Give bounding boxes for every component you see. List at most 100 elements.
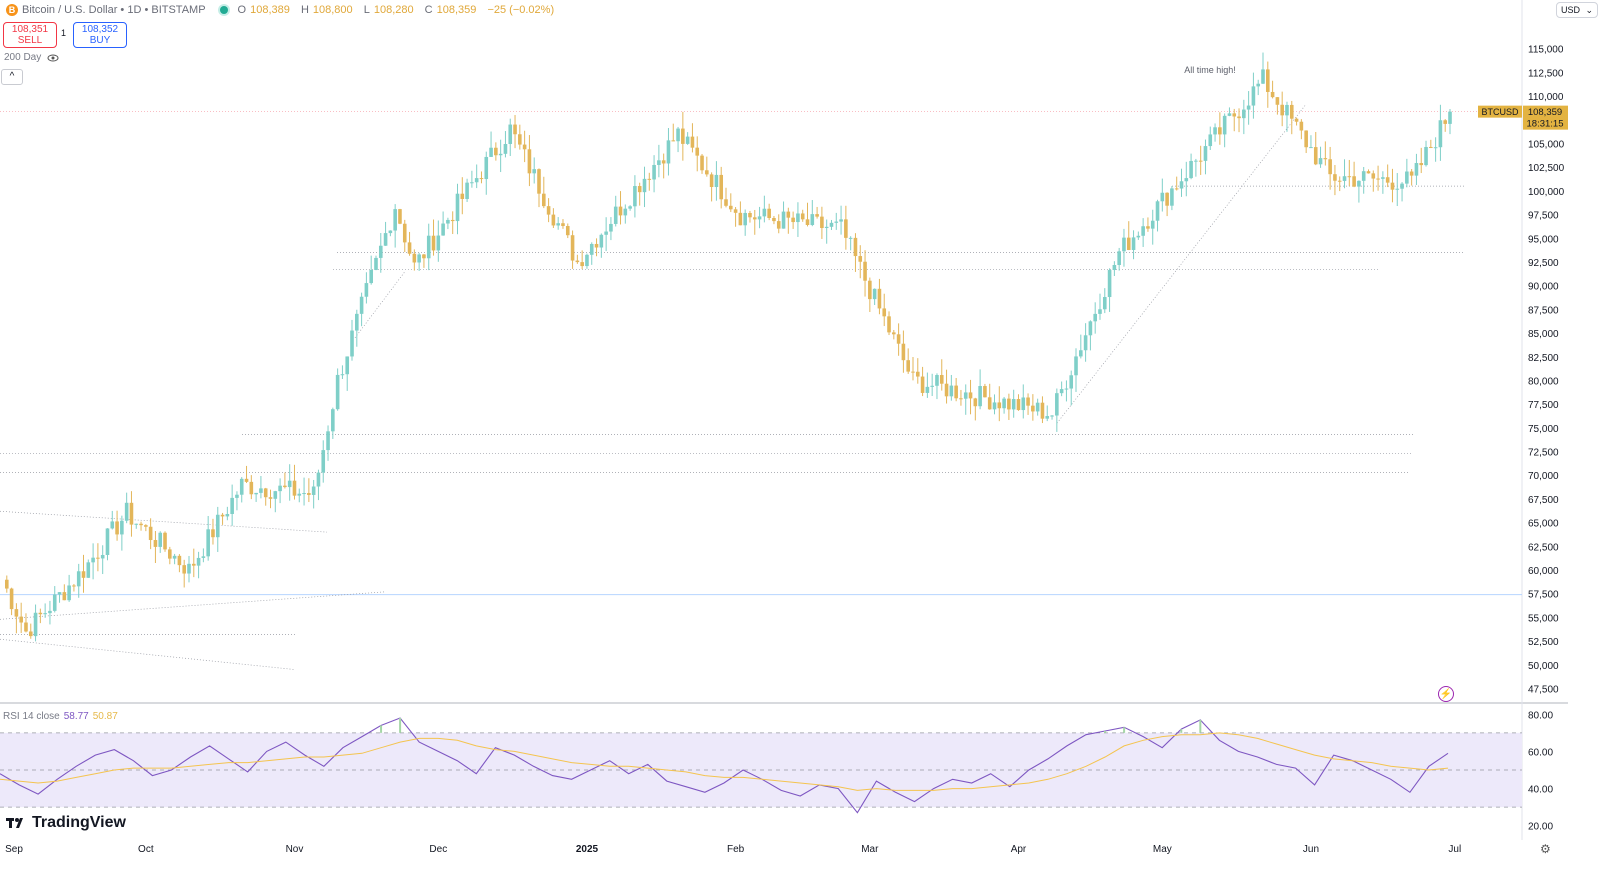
- candle-body[interactable]: [834, 221, 839, 223]
- candle-body[interactable]: [1385, 177, 1390, 183]
- candle-body[interactable]: [1174, 188, 1179, 190]
- candle-body[interactable]: [983, 386, 987, 398]
- candle-body[interactable]: [613, 206, 618, 224]
- candle-body[interactable]: [52, 594, 57, 611]
- candle-body[interactable]: [1371, 173, 1376, 179]
- candle-body[interactable]: [733, 209, 738, 213]
- candle-body[interactable]: [594, 243, 599, 248]
- candle-body[interactable]: [307, 493, 311, 495]
- candle-body[interactable]: [1318, 158, 1323, 165]
- candle-body[interactable]: [1098, 309, 1102, 314]
- candle-body[interactable]: [685, 136, 690, 144]
- candle-body[interactable]: [508, 124, 513, 145]
- candle-body[interactable]: [1237, 116, 1241, 119]
- candle-body[interactable]: [1194, 160, 1198, 162]
- candle-body[interactable]: [455, 193, 460, 222]
- candle-body[interactable]: [9, 588, 14, 610]
- candle-body[interactable]: [1208, 134, 1213, 147]
- candle-body[interactable]: [705, 170, 709, 175]
- candle-body[interactable]: [273, 491, 278, 499]
- candle-body[interactable]: [542, 193, 546, 207]
- candle-body[interactable]: [1093, 313, 1097, 322]
- candle-body[interactable]: [743, 212, 747, 226]
- candle-body[interactable]: [1313, 147, 1318, 165]
- candle-body[interactable]: [805, 219, 810, 226]
- candle-body[interactable]: [561, 223, 565, 227]
- candle-body[interactable]: [19, 616, 23, 623]
- currency-select[interactable]: USD ⌄: [1556, 2, 1598, 18]
- candle-body[interactable]: [115, 521, 119, 535]
- candle-body[interactable]: [398, 209, 402, 224]
- candle-body[interactable]: [24, 622, 28, 632]
- candle-body[interactable]: [465, 182, 469, 199]
- candle-body[interactable]: [800, 213, 805, 220]
- candle-body[interactable]: [518, 134, 522, 145]
- rsi-line[interactable]: [0, 717, 1449, 814]
- candle-body[interactable]: [239, 478, 244, 495]
- candle-body[interactable]: [1218, 127, 1222, 135]
- candle-body[interactable]: [498, 153, 503, 156]
- candle-body[interactable]: [1203, 146, 1208, 161]
- candle-body[interactable]: [556, 223, 560, 226]
- candle-body[interactable]: [321, 450, 326, 473]
- candle-body[interactable]: [14, 609, 19, 617]
- candle-body[interactable]: [359, 296, 364, 314]
- buy-button[interactable]: 108,352 BUY: [73, 22, 127, 48]
- candle-body[interactable]: [911, 371, 915, 373]
- candle-body[interactable]: [331, 409, 335, 432]
- candle-body[interactable]: [316, 472, 321, 487]
- candle-body[interactable]: [844, 219, 848, 238]
- flash-icon[interactable]: ⚡: [1438, 686, 1454, 702]
- candle-body[interactable]: [249, 481, 254, 495]
- candle-body[interactable]: [901, 343, 906, 361]
- candle-body[interactable]: [892, 332, 896, 335]
- candle-body[interactable]: [215, 514, 220, 538]
- candle-body[interactable]: [681, 128, 685, 144]
- candle-body[interactable]: [225, 513, 230, 517]
- candle-body[interactable]: [767, 208, 771, 218]
- candle-body[interactable]: [48, 610, 52, 614]
- candle-body[interactable]: [302, 493, 306, 495]
- candle-body[interactable]: [1179, 181, 1184, 189]
- candle-body[interactable]: [1184, 178, 1189, 182]
- candle-body[interactable]: [1079, 350, 1083, 357]
- candle-body[interactable]: [1285, 104, 1289, 116]
- candle-body[interactable]: [446, 219, 450, 224]
- candle-body[interactable]: [719, 174, 724, 200]
- candle-body[interactable]: [1328, 159, 1332, 175]
- candle-body[interactable]: [853, 237, 858, 257]
- candle-body[interactable]: [1155, 201, 1160, 221]
- candle-body[interactable]: [906, 360, 910, 372]
- rsi-ma-line[interactable]: [0, 732, 1449, 791]
- candle-body[interactable]: [1342, 176, 1347, 181]
- candle-body[interactable]: [479, 178, 484, 180]
- candle-body[interactable]: [1227, 113, 1232, 116]
- candle-body[interactable]: [628, 206, 632, 209]
- candle-body[interactable]: [532, 169, 537, 174]
- candle-body[interactable]: [848, 237, 853, 239]
- candle-body[interactable]: [1261, 69, 1265, 84]
- candle-body[interactable]: [417, 254, 421, 263]
- candle-body[interactable]: [633, 186, 637, 207]
- candle-body[interactable]: [1395, 188, 1400, 190]
- candle-body[interactable]: [355, 313, 359, 331]
- candle-body[interactable]: [470, 182, 474, 184]
- candle-body[interactable]: [244, 478, 249, 482]
- candle-body[interactable]: [1333, 174, 1337, 181]
- candle-body[interactable]: [776, 221, 781, 229]
- candle-body[interactable]: [1433, 147, 1438, 149]
- candle-body[interactable]: [1429, 146, 1433, 148]
- candle-body[interactable]: [868, 280, 872, 300]
- candle-body[interactable]: [882, 308, 887, 317]
- candle-body[interactable]: [235, 494, 239, 498]
- candle-body[interactable]: [283, 485, 287, 488]
- candle-body[interactable]: [460, 193, 465, 199]
- candle-body[interactable]: [211, 529, 215, 538]
- candle-body[interactable]: [1419, 163, 1424, 166]
- candle-body[interactable]: [378, 245, 383, 258]
- candle-body[interactable]: [1083, 335, 1088, 351]
- candle-body[interactable]: [959, 398, 963, 400]
- candle-body[interactable]: [676, 128, 680, 142]
- candle-body[interactable]: [1069, 375, 1074, 389]
- candle-body[interactable]: [474, 178, 479, 183]
